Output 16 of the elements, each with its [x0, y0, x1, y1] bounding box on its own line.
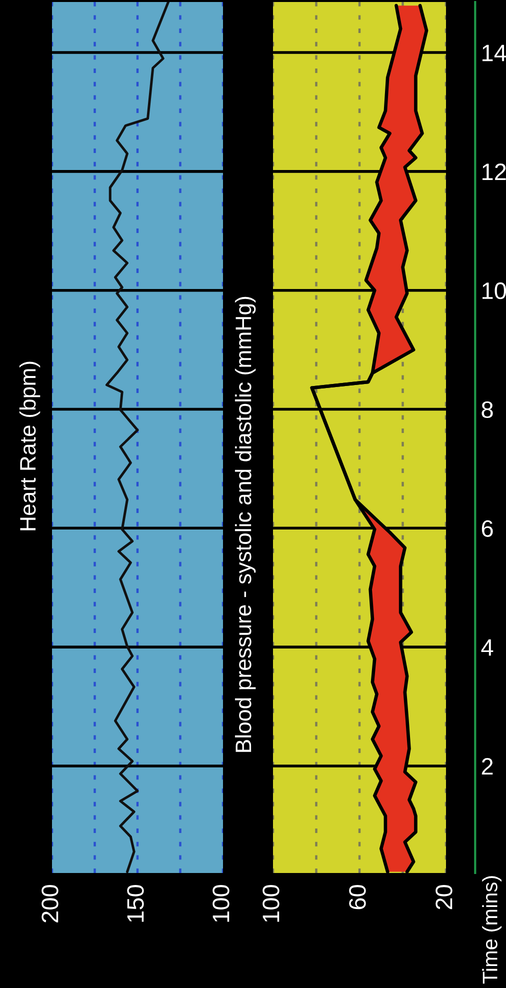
x-tick-label: 150 [127, 885, 144, 922]
y-tick-label: 8 [482, 401, 493, 418]
y-tick-label: 14 [482, 44, 506, 62]
x-tick-label: 60 [349, 885, 366, 910]
y-tick-label: 12 [482, 164, 506, 180]
x-tick-label: 100 [262, 885, 280, 922]
x-tick-label: 200 [42, 885, 58, 922]
text: Heart Rate (bpm) [19, 362, 40, 530]
x-tick-label: 100 [212, 885, 230, 922]
y-tick-label: 4 [481, 639, 494, 656]
y-tick-label: 2 [482, 758, 493, 775]
text: Blood pressure - systolic and diastolic (mmHg) [234, 296, 256, 752]
y-axis-title: Time (mins) [482, 876, 502, 984]
y-tick-label: 6 [482, 520, 493, 537]
y-tick-label: 10 [482, 282, 506, 300]
x-tick-label: 20 [436, 885, 452, 910]
